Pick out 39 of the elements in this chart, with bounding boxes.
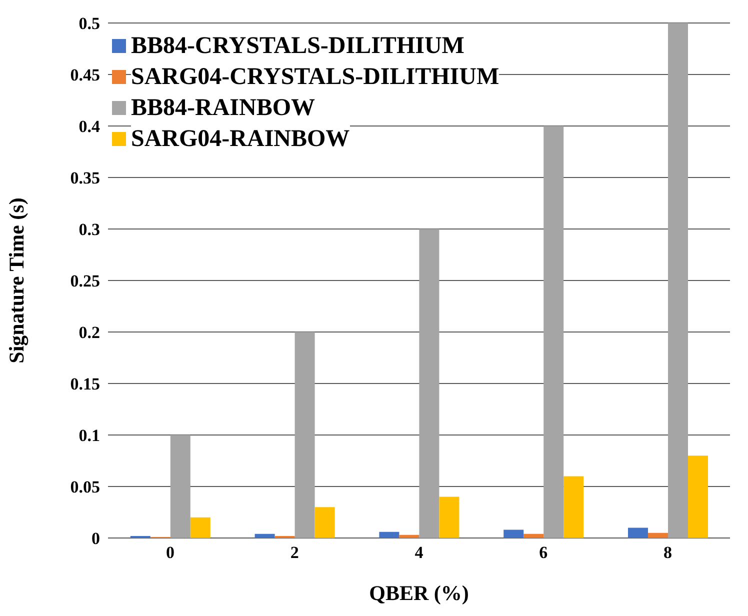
bar: [254, 534, 275, 538]
y-axis-title: Signature Time (s): [4, 198, 28, 364]
y-tick-label: 0.15: [70, 374, 100, 394]
bar: [628, 528, 648, 538]
y-tick-label: 0.45: [70, 66, 100, 85]
y-tick-label: 0.4: [78, 117, 100, 136]
y-tick-label: 0.2: [78, 323, 100, 342]
bar: [544, 126, 564, 538]
x-tick-label: 2: [290, 543, 299, 562]
legend-label: SARG04-CRYSTALS-DILITHIUM: [131, 62, 500, 90]
x-axis-title: QBER (%): [369, 581, 469, 605]
y-tick-label: 0.05: [70, 478, 100, 497]
y-tick-label: 0.1: [78, 426, 100, 446]
bar: [170, 435, 190, 538]
x-tick-label: 0: [166, 543, 174, 562]
y-tick-label: 0.35: [70, 168, 100, 188]
x-tick-label: 8: [664, 543, 672, 562]
bar: [190, 517, 210, 538]
bar: [668, 23, 688, 538]
x-tick-label: 4: [414, 543, 424, 562]
bar: [648, 532, 668, 538]
y-tick-label: 0.3: [78, 220, 100, 240]
y-tick-label: 0.25: [70, 272, 100, 291]
x-tick-label: 6: [539, 543, 548, 562]
bar: [524, 534, 544, 538]
y-tick-label: 0: [92, 529, 100, 548]
bar: [564, 476, 584, 538]
bar: [314, 507, 335, 538]
bar: [294, 332, 315, 538]
legend-label: BB84-CRYSTALS-DILITHIUM: [131, 32, 464, 60]
bar: [439, 496, 460, 538]
bar: [419, 229, 440, 538]
y-tick-label: 0.5: [78, 14, 100, 34]
bar: [399, 534, 420, 538]
bar: [379, 532, 400, 538]
bar: [504, 530, 524, 538]
legend-label: BB84-RAINBOW: [131, 94, 316, 122]
bar: [688, 456, 708, 538]
legend-label: SARG04-RAINBOW: [131, 124, 350, 152]
